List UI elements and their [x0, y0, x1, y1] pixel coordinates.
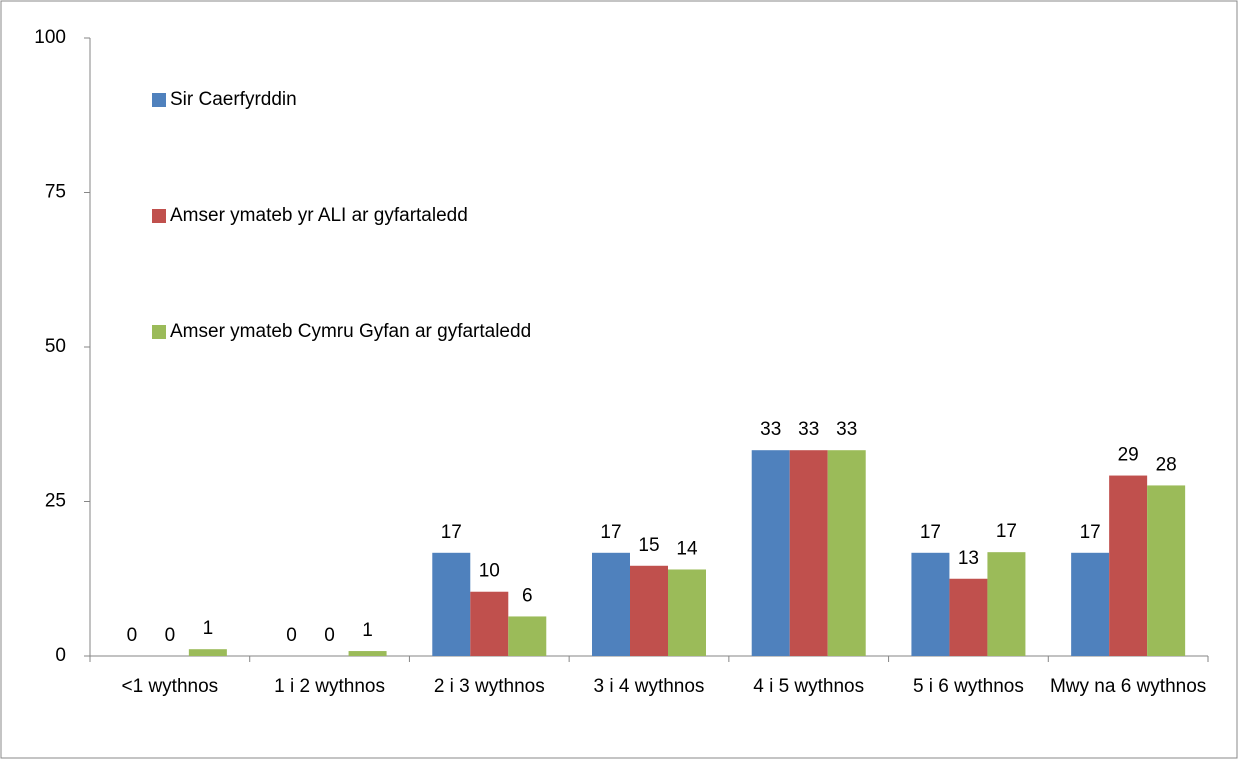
x-tick-label: Mwy na 6 wythnos [1049, 676, 1207, 697]
bar [668, 569, 706, 656]
data-label: 1 [362, 620, 373, 641]
bar [630, 565, 668, 656]
bar [188, 649, 227, 656]
legend-swatch [152, 209, 166, 223]
bar [1071, 552, 1110, 656]
data-label: 13 [958, 548, 979, 569]
legend-swatch [152, 325, 166, 339]
x-tick-label: 1 i 2 wythnos [274, 676, 385, 697]
x-tick-label: 3 i 4 wythnos [593, 676, 705, 697]
data-label: 33 [798, 419, 819, 440]
data-label: 17 [441, 522, 462, 543]
data-label: 33 [760, 419, 781, 440]
data-label: 1 [203, 618, 214, 639]
bar [432, 552, 471, 656]
bar [592, 552, 630, 656]
x-tick-label-box: 5 i 6 wythnos [912, 676, 1024, 697]
x-tick-label-box: 3 i 4 wythnos [593, 676, 705, 697]
bar [949, 578, 988, 656]
bar [1147, 485, 1186, 656]
data-label: 17 [920, 522, 941, 543]
bar [751, 450, 790, 656]
bar [827, 450, 866, 656]
bar [789, 450, 828, 656]
y-tick-label: 75 [45, 182, 66, 203]
data-label: 6 [522, 585, 533, 606]
x-tick-label: 5 i 6 wythnos [912, 676, 1024, 697]
data-label: 0 [127, 625, 138, 646]
y-tick-label: 50 [45, 336, 66, 357]
x-tick-label-box: Mwy na 6 wythnos [1049, 676, 1207, 697]
data-label: 17 [1080, 522, 1101, 543]
y-tick-label: 100 [34, 27, 66, 48]
data-label: 0 [286, 625, 297, 646]
bar [911, 552, 950, 656]
legend-label: Amser ymateb yr ALI ar gyfartaledd [170, 205, 468, 226]
data-label: 0 [165, 625, 176, 646]
y-tick-label: 25 [45, 491, 66, 512]
data-label: 28 [1156, 454, 1177, 475]
legend-label: Sir Caerfyrddin [170, 89, 297, 110]
data-label: 0 [324, 625, 335, 646]
x-tick-label-box: <1 wythnos [121, 676, 219, 697]
x-tick-label-box: 4 i 5 wythnos [753, 676, 865, 697]
bar [987, 552, 1026, 656]
x-tick-label: 4 i 5 wythnos [753, 676, 865, 697]
bar [470, 591, 509, 656]
data-label: 33 [836, 419, 857, 440]
data-label: 17 [600, 522, 621, 543]
legend-label: Amser ymateb Cymru Gyfan ar gyfartaledd [170, 321, 531, 342]
bar [348, 651, 387, 656]
data-label: 10 [479, 561, 500, 582]
x-tick-label-box: 2 i 3 wythnos [433, 676, 545, 697]
x-tick-label: <1 wythnos [121, 676, 219, 697]
data-label: 17 [996, 521, 1017, 542]
data-label: 29 [1118, 445, 1139, 466]
y-tick-label: 0 [55, 645, 66, 666]
data-label: 15 [638, 535, 659, 556]
legend-swatch [152, 93, 166, 107]
x-tick-label: 2 i 3 wythnos [433, 676, 545, 697]
bar [508, 616, 547, 656]
x-tick-label-box: 1 i 2 wythnos [274, 676, 385, 697]
bar [1109, 475, 1148, 656]
data-label: 14 [676, 538, 698, 559]
